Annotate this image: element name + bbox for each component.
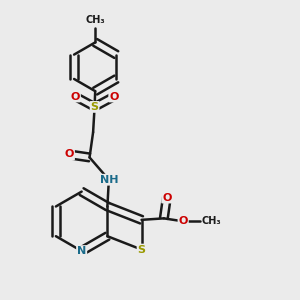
Text: N: N — [77, 246, 86, 256]
Text: O: O — [70, 92, 80, 101]
Text: O: O — [64, 149, 74, 160]
Text: S: S — [138, 244, 146, 255]
Text: NH: NH — [100, 175, 118, 185]
Text: O: O — [178, 216, 188, 226]
Text: CH₃: CH₃ — [202, 216, 221, 226]
Text: O: O — [109, 92, 119, 101]
Text: O: O — [162, 193, 172, 202]
Text: CH₃: CH₃ — [85, 15, 105, 25]
Text: S: S — [91, 102, 99, 112]
